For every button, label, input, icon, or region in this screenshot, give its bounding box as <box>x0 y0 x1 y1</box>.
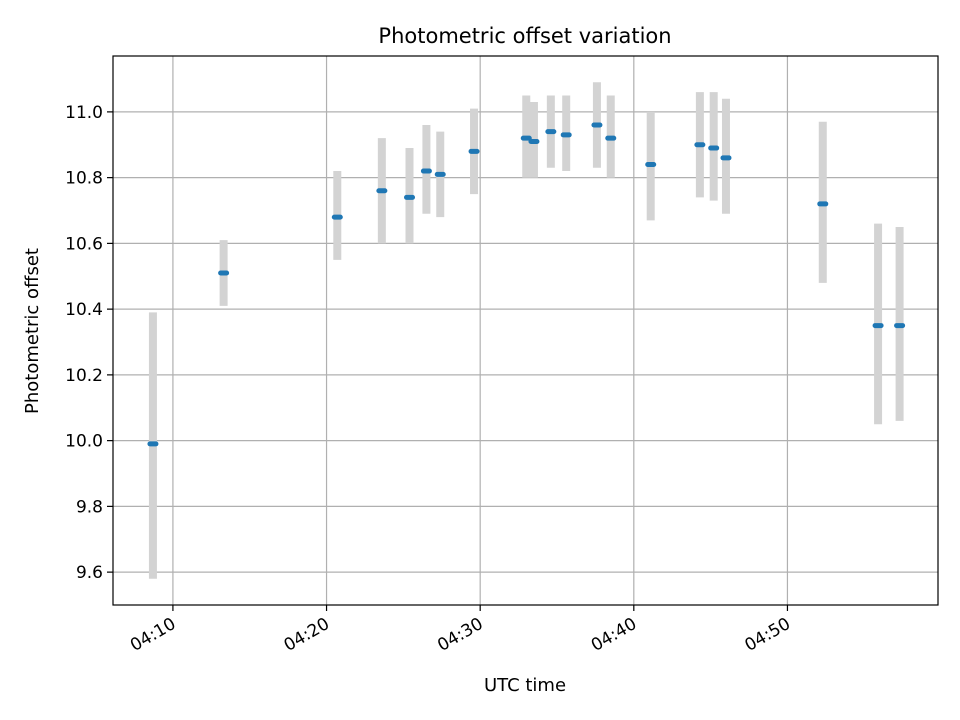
data-point <box>817 201 829 207</box>
data-point <box>645 161 657 167</box>
plot-frame <box>112 55 939 606</box>
chart-title: Photometric offset variation <box>378 24 671 48</box>
data-point <box>147 441 159 447</box>
data-point <box>434 171 446 177</box>
y-tick-label: 10.4 <box>65 300 103 320</box>
data-point <box>894 323 906 329</box>
data-point <box>218 270 230 276</box>
data-point <box>520 135 532 141</box>
x-axis-label: UTC time <box>484 675 566 696</box>
y-tick-label: 10.0 <box>65 432 103 452</box>
data-point <box>605 135 617 141</box>
data-point <box>872 323 884 329</box>
y-tick-label: 9.6 <box>76 563 103 583</box>
data-point <box>331 214 343 220</box>
data-point <box>376 188 388 194</box>
y-axis: 9.6 9.8 10.0 10.2 10.4 10.6 10.8 11.0 <box>65 103 113 583</box>
data-point <box>528 138 540 144</box>
data-point <box>545 129 557 135</box>
data-point <box>560 132 572 138</box>
data-point <box>420 168 432 174</box>
data-point <box>720 155 732 161</box>
data-point <box>404 194 416 200</box>
marker-layer <box>147 122 906 447</box>
data-point <box>591 122 603 128</box>
y-tick-label: 10.6 <box>65 234 103 254</box>
y-tick-label: 10.8 <box>65 169 103 189</box>
data-point <box>708 145 720 151</box>
y-tick-label: 9.8 <box>76 497 103 517</box>
data-point <box>468 148 480 154</box>
y-axis-label: Photometric offset <box>22 248 43 414</box>
data-point <box>694 142 706 148</box>
y-tick-label: 11.0 <box>65 103 103 123</box>
y-tick-label: 10.2 <box>65 366 103 386</box>
